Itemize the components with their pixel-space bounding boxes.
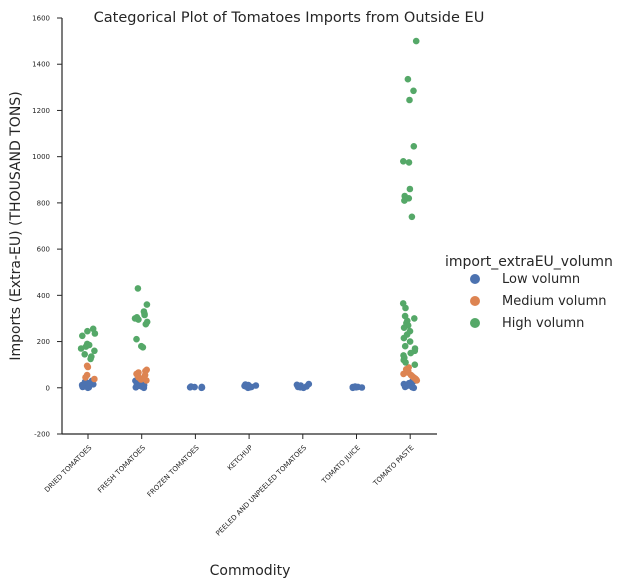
y-tick-label: 800 [37, 199, 50, 207]
x-tick-label: TOMATO PASTE [371, 444, 415, 488]
data-point [400, 352, 407, 359]
legend-marker [470, 274, 480, 284]
data-point [140, 308, 148, 315]
data-point [187, 383, 195, 390]
data-point [401, 312, 409, 320]
data-point [89, 325, 97, 333]
data-point [405, 364, 413, 371]
y-tick-label: 1400 [32, 61, 50, 69]
data-point [88, 353, 95, 360]
data-point [83, 362, 91, 370]
y-tick-label: -200 [34, 431, 50, 439]
y-tick-label: 0 [46, 384, 50, 392]
data-point [91, 347, 98, 355]
data-point [252, 382, 260, 389]
y-tick-label: 600 [37, 246, 50, 254]
x-tick-label: FROZEN TOMATOES [146, 443, 201, 498]
data-point [401, 342, 409, 350]
x-tick-label: FRESH TOMATOES [96, 443, 147, 494]
y-axis-title: Imports (Extra-EU) (THOUSAND TONS) [8, 91, 24, 360]
y-tick-label: 1600 [32, 15, 50, 23]
data-point [293, 381, 301, 389]
legend-label: Medium volumn [502, 294, 607, 309]
legend-marker [470, 296, 480, 306]
legend-label: High volumn [502, 316, 584, 331]
data-point [305, 380, 313, 388]
data-point [83, 371, 91, 379]
x-axis-title: Commodity [210, 563, 291, 579]
data-point [84, 327, 91, 335]
data-point [79, 332, 86, 340]
data-point [406, 96, 413, 104]
data-point [133, 335, 140, 343]
data-point [406, 327, 414, 335]
legend-marker [470, 318, 480, 328]
data-point [91, 375, 98, 383]
y-tick-label: 200 [37, 338, 50, 346]
data-point [411, 361, 419, 369]
y-tick-labels: -200 0 200 400 600 800 1000 1200 1400 1600 [32, 15, 50, 439]
data-point [408, 213, 416, 221]
data-point [400, 158, 407, 165]
data-point [133, 314, 141, 321]
data-point [242, 381, 249, 388]
y-tick-label: 1200 [32, 107, 50, 115]
x-tick-label: DRIED TOMATOES [43, 443, 94, 494]
x-tick-label: KETCHUP [226, 444, 255, 473]
data-point [404, 75, 412, 83]
data-point [410, 143, 418, 150]
data-point [134, 285, 142, 292]
data-point [351, 383, 359, 390]
data-point [81, 351, 88, 358]
data-point [143, 301, 151, 308]
data-point [411, 345, 419, 352]
legend-label: Low volumn [502, 272, 580, 287]
data-point [198, 383, 206, 391]
data-point [83, 340, 91, 348]
data-point [401, 192, 409, 200]
y-tick-label: 1000 [32, 153, 50, 161]
data-point [138, 342, 145, 350]
data-point [410, 87, 417, 95]
x-tick-label: TOMATO JUICE [320, 444, 362, 486]
data-point [135, 369, 142, 376]
legend-title: import_extraEU_volumn [445, 254, 613, 270]
data-point [412, 37, 420, 45]
axes [57, 17, 437, 439]
data-point [143, 377, 150, 384]
data-point [143, 318, 151, 326]
data-point [406, 338, 414, 345]
data-point [411, 315, 418, 322]
legend: import_extraEU_volumn Low volumn Medium v… [445, 254, 613, 331]
data-point [406, 185, 414, 193]
data-point [399, 300, 407, 307]
data-points [77, 37, 421, 392]
data-point [405, 159, 413, 166]
x-tick-label: PEELED AND UNPEELED TOMATOES [214, 443, 308, 537]
chart-title: Categorical Plot of Tomatoes Imports fro… [94, 10, 485, 26]
y-tick-label: 400 [37, 292, 50, 300]
data-point [400, 380, 408, 388]
data-point [143, 366, 150, 374]
